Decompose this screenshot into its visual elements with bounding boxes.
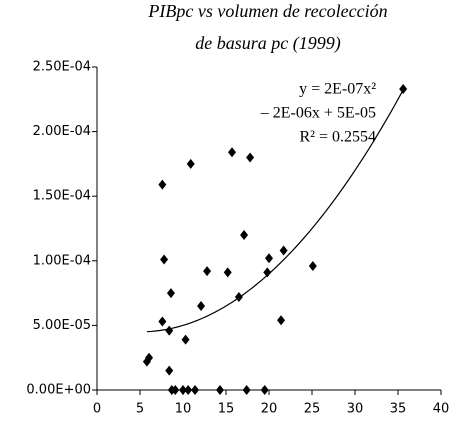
y-tick-label: 1.50E-04 — [33, 189, 91, 204]
point — [181, 334, 190, 345]
point — [165, 365, 174, 376]
point — [279, 245, 288, 256]
point — [234, 291, 243, 302]
point — [399, 83, 408, 94]
point — [171, 385, 180, 395]
point — [160, 254, 169, 265]
x-tick-label: 10 — [175, 402, 192, 417]
point — [265, 253, 273, 264]
point — [242, 385, 251, 395]
point — [240, 229, 249, 240]
x-tick-label: 5 — [136, 402, 144, 417]
point — [277, 315, 286, 326]
trendline — [146, 89, 404, 333]
point — [223, 267, 232, 278]
point — [191, 385, 200, 395]
x-tick-label: 15 — [218, 402, 235, 417]
x-tick-label: 20 — [261, 402, 278, 417]
y-tick-label: 1.00E-04 — [33, 253, 91, 268]
point — [263, 267, 272, 278]
chart-title: de basura pc (1999) — [195, 33, 340, 54]
point — [215, 385, 224, 395]
x-tick-label: 30 — [347, 402, 364, 417]
point — [158, 179, 167, 190]
point — [142, 356, 151, 367]
point — [184, 385, 193, 395]
point — [308, 260, 317, 271]
y-tick-label: 2.00E-04 — [33, 124, 91, 139]
point — [165, 325, 174, 336]
y-tick-label: 5.00E-05 — [33, 318, 91, 333]
point — [166, 288, 175, 299]
y-tick-label: 0.00E+00 — [26, 383, 91, 398]
point — [158, 316, 167, 327]
y-tick-label: 2.50E-04 — [33, 60, 91, 75]
x-tick-label: 40 — [433, 402, 450, 417]
chart-title: PIBpc vs volumen de recolección — [147, 1, 387, 21]
x-tick-label: 35 — [390, 402, 407, 417]
x-tick-label: 0 — [93, 402, 101, 417]
annotation: R² = 0.2554 — [300, 129, 377, 146]
point — [179, 385, 187, 395]
point — [197, 301, 206, 312]
point — [260, 385, 269, 395]
point — [246, 152, 255, 163]
point — [203, 266, 212, 277]
point — [186, 158, 195, 169]
point — [228, 147, 237, 158]
annotation: – 2E-06x + 5E-05 — [260, 105, 376, 122]
annotation: y = 2E-07x² — [299, 81, 376, 98]
x-tick-label: 25 — [304, 402, 321, 417]
